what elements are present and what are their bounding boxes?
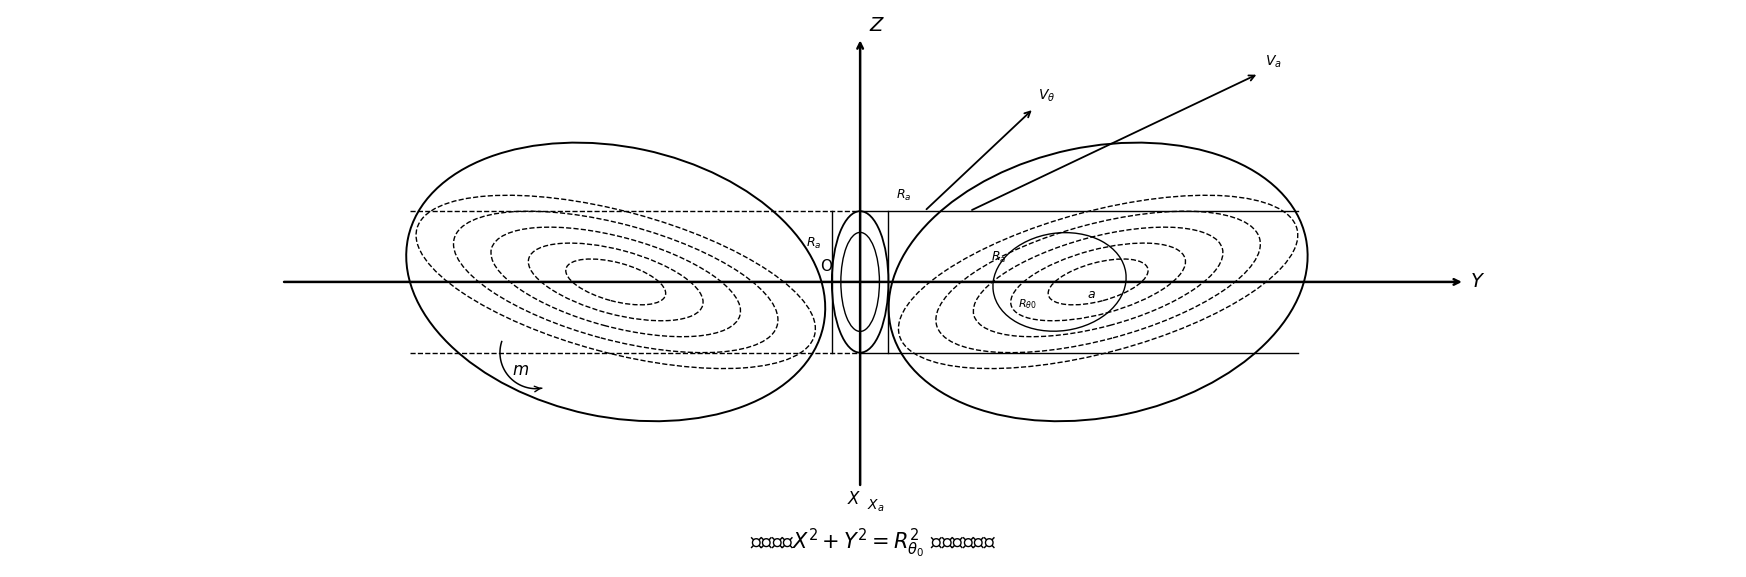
Text: Z: Z (870, 16, 882, 35)
Text: $X_a$: $X_a$ (866, 498, 883, 515)
Text: $R_a$: $R_a$ (807, 235, 822, 250)
Text: $R_a$: $R_a$ (992, 250, 1006, 265)
Text: $X$: $X$ (847, 490, 861, 508)
Text: Y: Y (1472, 272, 1482, 291)
Text: $V_\theta$: $V_\theta$ (1037, 88, 1055, 104)
Text: $R_a$: $R_a$ (896, 188, 911, 204)
Text: $V_a$: $V_a$ (1266, 53, 1282, 70)
Text: O: O (821, 259, 831, 274)
Text: $a$: $a$ (1088, 288, 1096, 301)
Text: m: m (513, 361, 529, 379)
Text: （其中：$X^2 + Y^2 = R_{\theta_0}^2$ 是圆方程。）: （其中：$X^2 + Y^2 = R_{\theta_0}^2$ 是圆方程。） (751, 526, 995, 560)
Text: $R_{\theta 0}$: $R_{\theta 0}$ (1018, 297, 1037, 311)
